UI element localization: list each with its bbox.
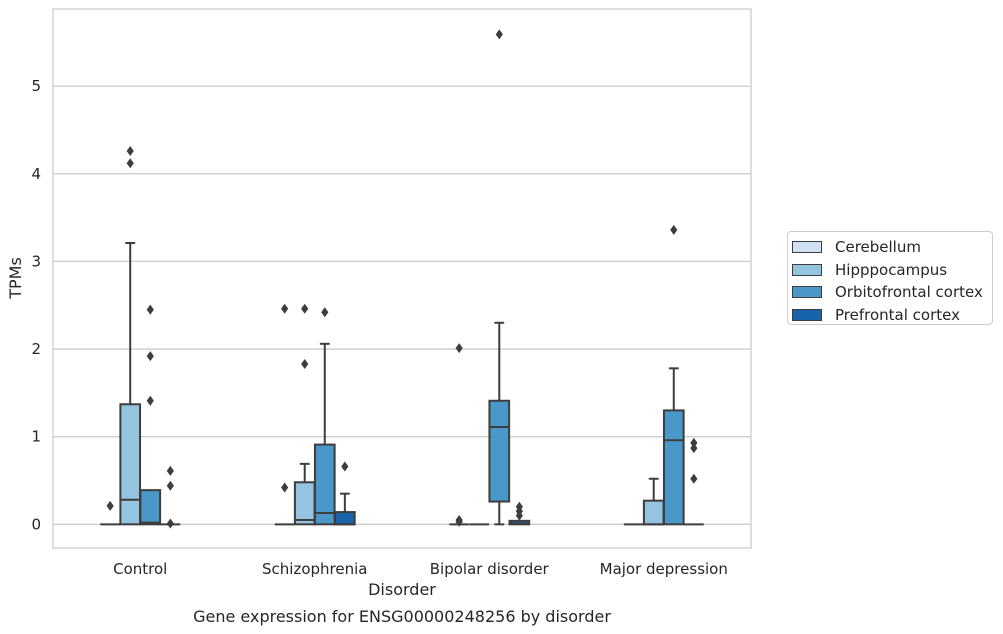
- box-prefrontal-cortex-bipolar-disorder: [508, 519, 531, 526]
- legend-swatch-orbitofrontal-cortex: [792, 286, 822, 299]
- legend-label-prefrontal-cortex: Prefrontal cortex: [835, 305, 960, 324]
- box-body-orbitofrontal-cortex-control: [139, 489, 162, 526]
- legend-item-prefrontal-cortex: Prefrontal cortex: [792, 304, 992, 327]
- outlier-cerebellum-schizophrenia-extra-1: [281, 303, 289, 314]
- x-tick-label-schizophrenia: Schizophrenia: [262, 560, 367, 578]
- outlier-prefrontal-cortex-control-0: [166, 465, 174, 476]
- chart-caption: Gene expression for ENSG00000248256 by d…: [193, 607, 611, 626]
- y-tick-label-1: 1: [31, 428, 41, 446]
- legend-item-hippocampus: Hipppocampus: [792, 259, 992, 282]
- outlier-prefrontal-cortex-control-1: [166, 480, 174, 491]
- outlier-cerebellum-bipolar-disorder-extra-0: [455, 343, 463, 354]
- box-orbitofrontal-cortex-bipolar-disorder: [488, 321, 511, 526]
- x-tick-label-major-depression: Major depression: [600, 560, 728, 578]
- x-tick-label-control: Control: [113, 560, 167, 578]
- plot-area: [52, 8, 752, 549]
- legend-label-cerebellum: Cerebellum: [835, 238, 921, 257]
- legend-label-orbitofrontal-cortex: Orbitofrontal cortex: [835, 283, 983, 302]
- box-orbitofrontal-cortex-major-depression: [662, 367, 685, 526]
- box-body-hipppocampus-control: [119, 403, 142, 526]
- y-tick-label-2: 2: [31, 340, 41, 358]
- outlier-hipppocampus-schizophrenia-1: [301, 303, 309, 314]
- box-body-orbitofrontal-cortex-major-depression: [662, 409, 685, 526]
- legend-swatch-prefrontal-cortex: [792, 308, 822, 321]
- y-tick-label-4: 4: [31, 165, 41, 183]
- box-body-hipppocampus-schizophrenia: [293, 481, 316, 526]
- legend-swatch-cerebellum: [792, 241, 822, 254]
- outlier-hipppocampus-control-0: [126, 145, 134, 156]
- box-prefrontal-cortex-schizophrenia: [334, 492, 356, 526]
- boxes: [100, 29, 704, 529]
- y-tick-label-0: 0: [31, 515, 41, 533]
- legend-item-cerebellum: Cerebellum: [792, 236, 992, 259]
- outlier-prefrontal-cortex-major-depression-1: [690, 443, 698, 454]
- y-axis-label: TPMs: [6, 257, 25, 300]
- outlier-hipppocampus-schizophrenia-0: [301, 358, 309, 369]
- box-body-prefrontal-cortex-schizophrenia: [334, 511, 356, 526]
- outlier-prefrontal-cortex-control-2: [166, 518, 174, 529]
- outlier-orbitofrontal-cortex-control-1: [146, 351, 154, 362]
- outlier-hipppocampus-control-1: [126, 158, 134, 169]
- outlier-orbitofrontal-cortex-major-depression-0: [670, 224, 678, 235]
- legend-item-orbitofrontal-cortex: Orbitofrontal cortex: [792, 281, 992, 304]
- legend: Cerebellum Hipppocampus Orbitofrontal co…: [787, 231, 993, 325]
- box-body-orbitofrontal-cortex-bipolar-disorder: [488, 399, 511, 503]
- box-hipppocampus-control: [119, 242, 142, 526]
- box-hipppocampus-major-depression: [642, 477, 665, 526]
- outlier-cerebellum-bipolar-disorder-extra-2: [455, 516, 463, 527]
- outlier-prefrontal-cortex-major-depression-0: [690, 437, 698, 448]
- box-orbitofrontal-cortex-control: [139, 489, 162, 526]
- outlier-prefrontal-cortex-major-depression-2: [690, 473, 698, 484]
- box-orbitofrontal-cortex-schizophrenia: [313, 342, 336, 526]
- x-tick-label-bipolar-disorder: Bipolar disorder: [430, 560, 550, 578]
- outlier-prefrontal-cortex-bipolar-disorder-2: [515, 501, 523, 512]
- outlier-orbitofrontal-cortex-schizophrenia-0: [321, 307, 329, 318]
- y-tick-label-5: 5: [31, 77, 41, 95]
- outlier-orbitofrontal-cortex-control-0: [146, 395, 154, 406]
- x-axis-label: Disorder: [368, 580, 436, 599]
- legend-swatch-hippocampus: [792, 263, 822, 276]
- outlier-prefrontal-cortex-schizophrenia-0: [341, 461, 349, 472]
- y-tick-label-3: 3: [31, 252, 41, 270]
- outlier-orbitofrontal-cortex-control-2: [146, 304, 154, 315]
- tick-labels: 0 1 2 3 4 5 Control Schizophrenia Bipolar disord…: [31, 77, 727, 578]
- outlier-cerebellum-control-extra-0: [106, 500, 114, 511]
- box-body-orbitofrontal-cortex-schizophrenia: [313, 443, 336, 526]
- outlier-cerebellum-schizophrenia-extra-0: [281, 482, 289, 493]
- box-body-hipppocampus-major-depression: [642, 499, 665, 526]
- outlier-orbitofrontal-cortex-bipolar-disorder-0: [495, 29, 503, 40]
- legend-label-hippocampus: Hipppocampus: [835, 260, 948, 279]
